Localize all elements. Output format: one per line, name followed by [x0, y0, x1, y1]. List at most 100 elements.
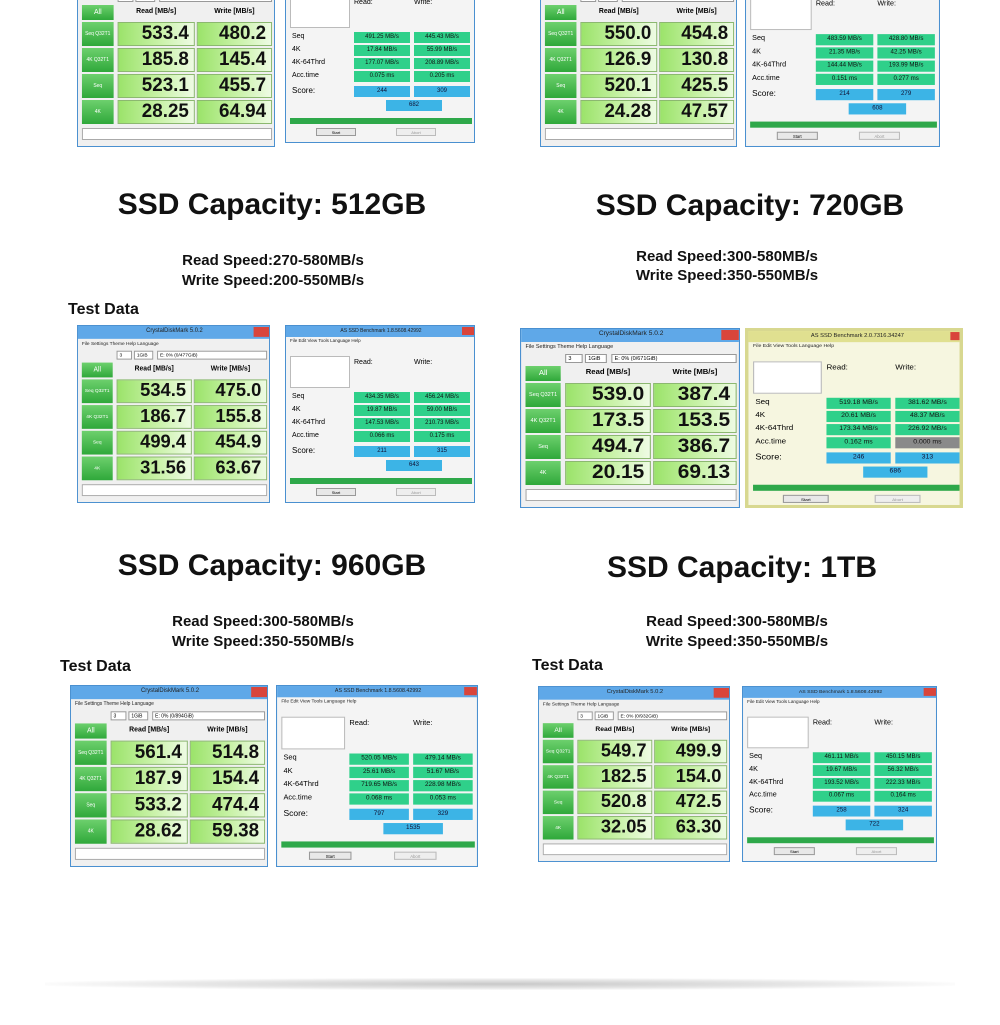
- title-bar: CrystalDiskMark 5.0.2: [521, 329, 739, 342]
- all-button: All: [544, 5, 577, 20]
- write-header: Write [MB/s]: [672, 369, 718, 376]
- read-value: 185.8: [117, 48, 195, 72]
- read-value: 520.05 MB/s: [349, 753, 409, 765]
- read-value: 561.4: [110, 740, 188, 765]
- write-value: 499.9: [654, 739, 728, 764]
- write-value: 55.99 MB/s: [414, 45, 470, 56]
- read-value: 494.7: [565, 435, 651, 459]
- write-header: Write:: [877, 0, 897, 8]
- row-label: Acc.time: [752, 74, 780, 82]
- as-ssd-window: AS SSD Benchmark 1.8.5608.42992 File Edit…: [285, 325, 475, 503]
- read-value: 523.1: [117, 74, 195, 98]
- score-value: 214: [815, 89, 874, 101]
- read-value: 0.067 ms: [812, 790, 871, 802]
- section-title: SSD Capacity: 720GB: [595, 189, 905, 222]
- dropdown: 1GiB: [128, 711, 149, 721]
- read-value: 519.18 MB/s: [826, 397, 891, 409]
- write-value: 59.38: [189, 819, 266, 844]
- title-bar: AS SSD Benchmark 1.8.5608.42992: [286, 326, 474, 337]
- write-value: 0.164 ms: [874, 790, 932, 802]
- write-value: 63.30: [654, 816, 728, 840]
- status-box: [74, 847, 266, 860]
- write-value: 228.98 MB/s: [413, 780, 473, 792]
- row-label: Seq: [283, 754, 297, 762]
- row-label: Seq: [755, 398, 770, 406]
- section-title: SSD Capacity: 1TB: [606, 551, 878, 584]
- row-label: Acc.time: [292, 432, 319, 439]
- abort-button: Abort: [858, 131, 900, 140]
- row-label: 4K: [755, 411, 766, 420]
- start-button: Start: [308, 851, 352, 860]
- read-value: 126.9: [580, 48, 658, 72]
- read-value: 0.066 ms: [354, 431, 410, 442]
- total-score: 643: [386, 460, 442, 471]
- write-value: 59.00 MB/s: [414, 405, 470, 416]
- read-value: 28.62: [110, 819, 188, 844]
- read-speed: Read Speed:300-580MB/s: [172, 613, 354, 630]
- crystaldiskmark-window: CrystalDiskMark 5.0.2 File Settings Theme…: [77, 325, 270, 503]
- read-value: 533.2: [110, 793, 188, 818]
- read-value: 186.7: [116, 405, 192, 429]
- all-button: All: [542, 723, 574, 738]
- read-value: 483.59 MB/s: [815, 34, 874, 46]
- as-ssd-window: AS SSD Benchmark 2.0.7316.34247 File Edit…: [745, 328, 963, 508]
- score-label: Score:: [292, 446, 316, 455]
- row-label: 4K: [292, 406, 301, 413]
- row-label: 4K: [752, 48, 761, 56]
- write-header: Write:: [874, 719, 894, 727]
- read-header: Read [MB/s]: [129, 726, 170, 734]
- dropdown: E: 0% (0/932GiB): [617, 711, 728, 721]
- write-value: 145.4: [196, 48, 273, 72]
- title-bar: AS SSD Benchmark 2.0.7316.34247: [748, 331, 960, 343]
- total-score: 682: [386, 100, 442, 111]
- score-value: 324: [874, 805, 932, 817]
- read-value: 0.151 ms: [815, 73, 874, 85]
- write-value: 479.14 MB/s: [413, 753, 473, 765]
- write-value: 154.0: [654, 765, 728, 789]
- total-score: 722: [845, 819, 904, 831]
- progress-bar: [747, 837, 934, 844]
- close-button: [253, 326, 270, 337]
- title-bar: CrystalDiskMark 5.0.2: [70, 686, 268, 700]
- write-value: 514.8: [189, 740, 266, 765]
- write-value: 193.99 MB/s: [877, 60, 935, 72]
- crystaldiskmark-window: CrystalDiskMark 5.0.2 File Settings Theme…: [520, 328, 740, 508]
- abort-button: Abort: [396, 488, 436, 496]
- write-value: 0.053 ms: [413, 793, 473, 805]
- read-value: 25.61 MB/s: [349, 766, 409, 779]
- write-value: 56.32 MB/s: [874, 765, 932, 776]
- write-speed: Write Speed:200-550MB/s: [181, 272, 365, 289]
- write-value: 208.89 MB/s: [414, 58, 470, 69]
- as-ssd-window: Read: Write: Seq 491.25 MB/s 445.43 MB/s 4K 17…: [285, 0, 475, 143]
- read-value: 182.5: [577, 765, 653, 789]
- abort-button: Abort: [396, 128, 436, 136]
- status-box: [544, 128, 735, 140]
- dropdown: 3: [577, 711, 593, 721]
- info-panel: [290, 0, 350, 28]
- read-value: 520.1: [580, 74, 658, 98]
- write-value: 474.4: [189, 793, 266, 818]
- read-header: Read [MB/s]: [595, 726, 635, 733]
- read-value: 0.162 ms: [826, 437, 891, 449]
- write-header: Write [MB/s]: [207, 726, 248, 734]
- read-value: 539.0: [565, 383, 651, 407]
- score-value: 797: [349, 808, 409, 820]
- row-label: Seq: [749, 753, 762, 761]
- test-button: Seq Q32T1: [544, 22, 577, 46]
- row-label: 4K-64Thrd: [292, 419, 326, 426]
- write-value: 64.94: [196, 100, 273, 124]
- write-value: 47.57: [659, 100, 735, 124]
- window-title: AS SSD Benchmark 1.8.5608.42992: [334, 688, 422, 695]
- test-button: Seq: [74, 793, 107, 818]
- score-label: Score:: [755, 452, 782, 462]
- start-button: Start: [782, 494, 829, 503]
- close-button: [923, 687, 936, 696]
- test-button: Seq: [81, 430, 113, 455]
- read-header: Read:: [349, 719, 370, 727]
- menu-bar: File Settings Theme Help Language: [525, 344, 614, 350]
- progress-bar: [753, 484, 960, 491]
- bottom-shadow: [45, 978, 955, 990]
- row-label: Acc.time: [755, 438, 787, 446]
- write-value: 472.5: [654, 790, 728, 815]
- info-panel: [747, 716, 809, 749]
